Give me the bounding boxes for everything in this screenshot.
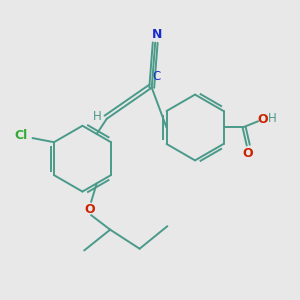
Text: N: N xyxy=(152,28,162,41)
Text: O: O xyxy=(257,113,268,126)
Text: O: O xyxy=(242,147,253,160)
Text: H: H xyxy=(268,112,277,125)
Text: O: O xyxy=(84,203,95,216)
Text: H: H xyxy=(93,110,101,123)
Text: C: C xyxy=(153,70,161,83)
Text: Cl: Cl xyxy=(15,130,28,142)
